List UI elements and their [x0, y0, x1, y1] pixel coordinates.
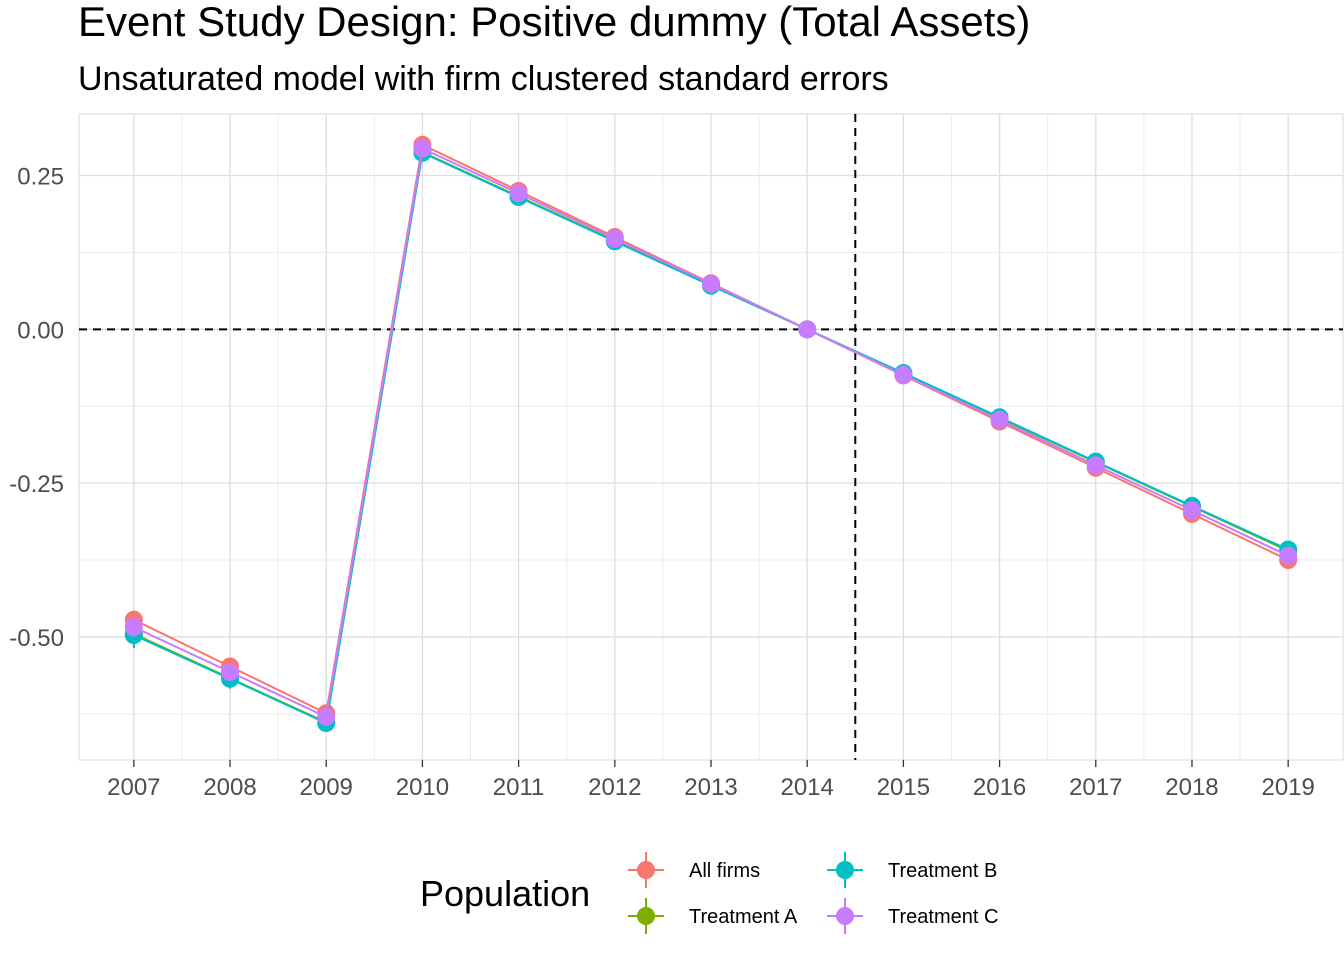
data-point	[221, 663, 240, 682]
axis-ticks	[133, 760, 1289, 767]
legend-item: Treatment C	[827, 898, 998, 934]
legend-label: Treatment C	[888, 906, 998, 928]
legend-item: Treatment A	[628, 898, 798, 934]
legend-label: All firms	[689, 860, 760, 882]
legend-key-dot	[637, 907, 655, 925]
data-point	[894, 365, 913, 384]
x-tick-label: 2015	[877, 774, 930, 801]
legend-item: Treatment B	[827, 852, 997, 888]
y-tick-label: -0.25	[9, 471, 64, 498]
data-point	[1279, 546, 1298, 565]
data-point	[1182, 501, 1201, 520]
y-tick-label: 0.25	[17, 164, 64, 191]
major-gridlines	[78, 113, 1344, 761]
data-point	[1086, 456, 1105, 475]
legend-key-dot	[637, 861, 655, 879]
chart-title: Event Study Design: Positive dummy (Tota…	[78, 0, 1030, 45]
legend-key-dot	[836, 861, 854, 879]
series-layer	[124, 135, 1298, 733]
series-treatment-c	[124, 139, 1298, 726]
x-tick-label: 2010	[396, 774, 449, 801]
data-point	[124, 618, 143, 637]
legend-label: Treatment A	[689, 906, 798, 928]
x-axis-tick-labels: 2007 2008 2009 2010 2011 2012 2013 2014 2015 2016…	[107, 774, 1315, 801]
x-tick-label: 2013	[684, 774, 737, 801]
data-point	[509, 184, 528, 203]
data-point	[317, 707, 336, 726]
data-point	[605, 229, 624, 248]
x-tick-label: 2009	[300, 774, 353, 801]
data-point	[990, 410, 1009, 429]
legend-item: All firms	[628, 852, 760, 888]
legend-key-dot	[836, 907, 854, 925]
y-tick-label: -0.50	[9, 625, 64, 652]
x-tick-label: 2008	[203, 774, 256, 801]
x-tick-label: 2019	[1261, 774, 1314, 801]
legend-label: Treatment B	[888, 860, 997, 882]
reference-lines	[79, 114, 1343, 760]
data-point	[413, 139, 432, 158]
x-tick-label: 2018	[1165, 774, 1218, 801]
legend: All firms Treatment A Treatment B Treatment…	[628, 852, 998, 934]
x-tick-label: 2007	[107, 774, 160, 801]
x-tick-label: 2016	[973, 774, 1026, 801]
x-tick-label: 2012	[588, 774, 641, 801]
x-tick-label: 2014	[780, 774, 833, 801]
chart-subtitle: Unsaturated model with firm clustered st…	[78, 60, 889, 98]
y-tick-label: 0.00	[17, 317, 64, 344]
x-tick-label: 2017	[1069, 774, 1122, 801]
data-point	[798, 320, 817, 339]
data-point	[702, 274, 720, 293]
y-axis-tick-labels: 0.25 0.00 -0.25 -0.50	[9, 164, 64, 652]
x-tick-label: 2011	[493, 774, 545, 801]
legend-title: Population	[420, 873, 590, 914]
